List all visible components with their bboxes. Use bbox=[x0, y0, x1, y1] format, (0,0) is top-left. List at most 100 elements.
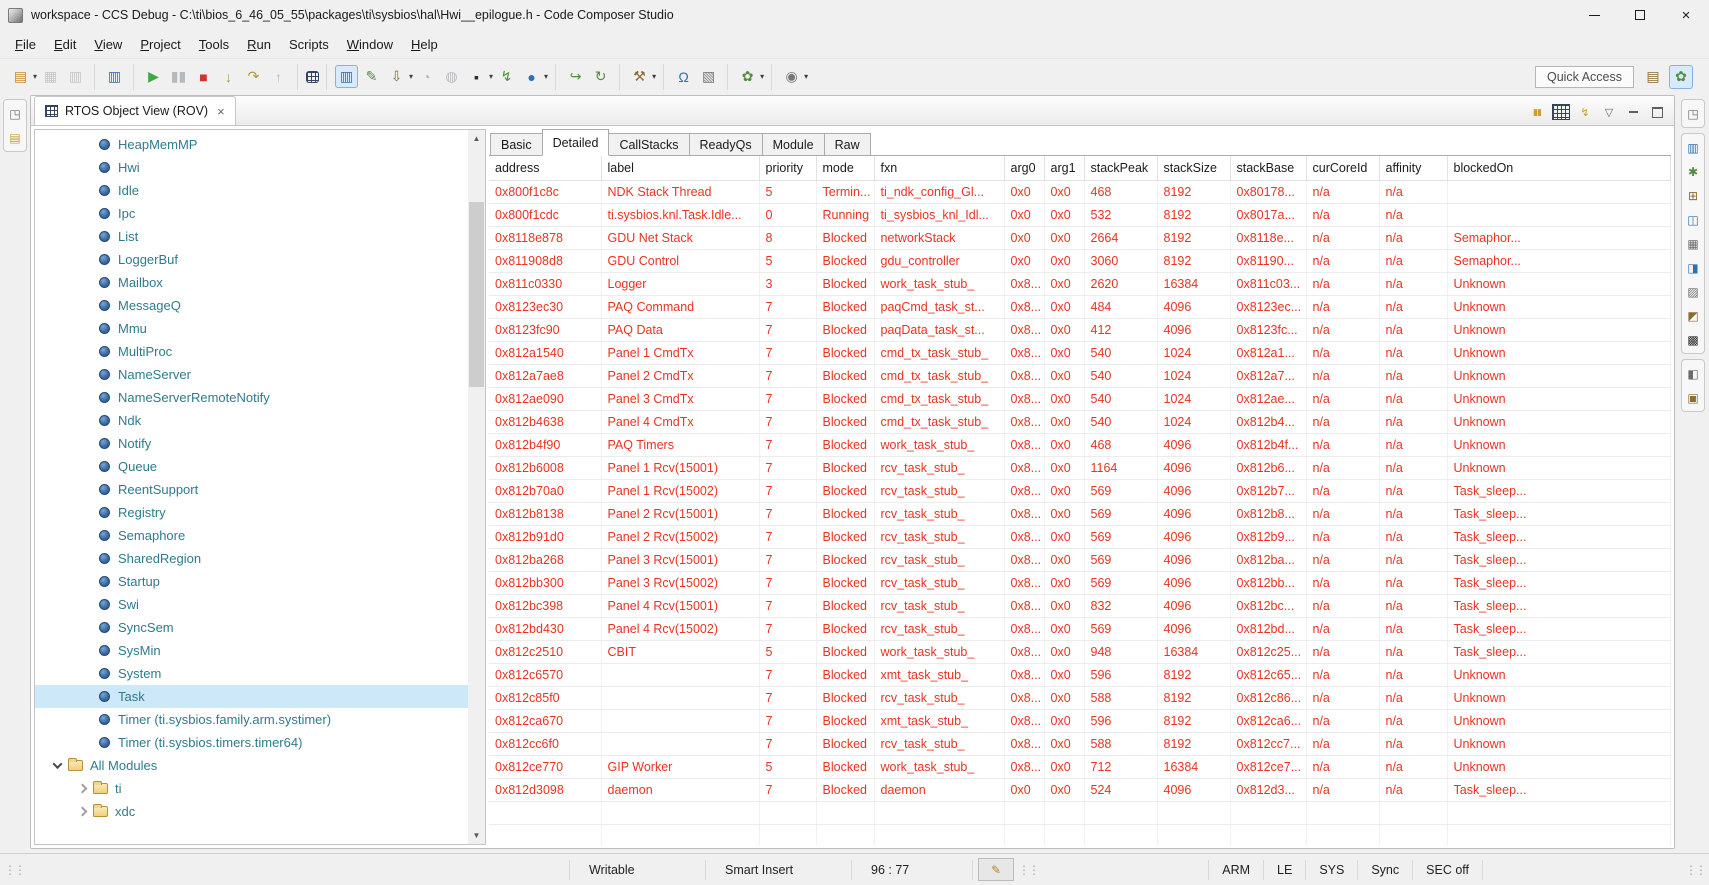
menu-view[interactable]: View bbox=[94, 36, 123, 52]
load-program-button[interactable]: ⇩ ▾ bbox=[385, 65, 413, 88]
menu-file[interactable]: File bbox=[15, 36, 36, 52]
tree-item-sysmin[interactable]: SysMin bbox=[35, 639, 468, 662]
menu-scripts[interactable]: Scripts bbox=[289, 36, 329, 52]
menu-run[interactable]: Run bbox=[247, 36, 272, 52]
expand-chevron-icon[interactable] bbox=[77, 806, 88, 817]
table-row[interactable]: 0x812bd430 Panel 4 Rcv(15002) 7 Blocked rcv_… bbox=[489, 617, 1671, 641]
step-into-button[interactable]: ↓ bbox=[217, 65, 240, 88]
tree-item-startup[interactable]: Startup bbox=[35, 570, 468, 593]
tree-item-idle[interactable]: Idle bbox=[35, 179, 468, 202]
trim-drag-handle[interactable]: ⋮⋮ bbox=[4, 862, 26, 877]
table-row[interactable]: 0x811908d8 GDU Control 5 Blocked gdu_control… bbox=[489, 249, 1671, 273]
core-button[interactable]: ● ▾ bbox=[520, 65, 548, 88]
tree-item-queue[interactable]: Queue bbox=[35, 455, 468, 478]
column-header-curcoreid[interactable]: curCoreId bbox=[1306, 156, 1380, 181]
table-row[interactable]: 0x812b6008 Panel 1 Rcv(15001) 7 Blocked rcv_… bbox=[489, 456, 1671, 480]
dropdown-arrow-icon[interactable]: ▾ bbox=[33, 72, 38, 81]
scroll-up-icon[interactable]: ▲ bbox=[468, 130, 485, 147]
table-row[interactable]: 0x812ba268 Panel 3 Rcv(15001) 7 Blocked rcv_… bbox=[489, 548, 1671, 572]
tree-item-heapmemmp[interactable]: HeapMemMP bbox=[35, 133, 468, 156]
tree-item-task[interactable]: Task bbox=[35, 685, 468, 708]
maximize-button[interactable] bbox=[1617, 0, 1663, 30]
dropdown-arrow-icon[interactable]: ▾ bbox=[409, 72, 414, 81]
tree-item-nameserver[interactable]: NameServer bbox=[35, 363, 468, 386]
pause-updates-icon[interactable]: ▮▮ bbox=[1533, 106, 1542, 117]
table-row[interactable]: 0x812a1540 Panel 1 CmdTx 7 Blocked cmd_tx_ta… bbox=[489, 341, 1671, 365]
table-row[interactable]: 0x8123ec30 PAQ Command 7 Blocked paqCmd_task… bbox=[489, 295, 1671, 319]
status-pencil-icon[interactable]: ✎ bbox=[978, 858, 1014, 881]
memory-browser-view-icon[interactable]: ◨ bbox=[1687, 260, 1699, 275]
open-element-button[interactable]: ▧ bbox=[697, 65, 720, 88]
problems-view-icon[interactable]: ◧ bbox=[1687, 366, 1699, 381]
minimize-view-icon[interactable] bbox=[1624, 104, 1642, 120]
tree-item-ti[interactable]: ti bbox=[35, 777, 468, 800]
table-row[interactable]: 0x812bc398 Panel 4 Rcv(15001) 7 Blocked rcv_… bbox=[489, 594, 1671, 618]
table-row[interactable]: 0x8118e878 GDU Net Stack 8 Blocked networkSt… bbox=[489, 226, 1671, 250]
modules-view-icon[interactable]: ◩ bbox=[1687, 308, 1699, 323]
tree-item-system[interactable]: System bbox=[35, 662, 468, 685]
refresh-view-icon[interactable]: ↯ bbox=[1580, 106, 1590, 119]
scrollbar-thumb[interactable] bbox=[469, 202, 484, 387]
refresh-button[interactable]: ↻ bbox=[589, 65, 612, 88]
menu-window[interactable]: Window bbox=[346, 36, 393, 52]
ccs-debug-perspective-button[interactable]: ✿ bbox=[1669, 64, 1693, 89]
registers-view-icon[interactable]: ▦ bbox=[1687, 236, 1699, 251]
table-row[interactable]: 0x812c2510 CBIT 5 Blocked work_task_stub_ 0x8… bbox=[489, 640, 1671, 664]
terminal-view-icon[interactable]: ▩ bbox=[1687, 332, 1699, 347]
resume-button[interactable]: ▶ bbox=[142, 65, 165, 88]
table-row[interactable]: 0x812c85f0 7 Blocked rcv_task_stub_ 0x8... 0x… bbox=[489, 686, 1671, 710]
column-header-arg1[interactable]: arg1 bbox=[1044, 156, 1085, 181]
tree-item-nameserverremotenotify[interactable]: NameServerRemoteNotify bbox=[35, 386, 468, 409]
trace-button[interactable]: ◍ bbox=[440, 65, 463, 88]
tree-item-registry[interactable]: Registry bbox=[35, 501, 468, 524]
column-header-address[interactable]: address bbox=[489, 156, 602, 181]
tree-item-reentsupport[interactable]: ReentSupport bbox=[35, 478, 468, 501]
ccs-edit-perspective-button[interactable]: ▤ bbox=[1646, 68, 1660, 84]
table-row[interactable]: 0x812c6570 7 Blocked xmt_task_stub_ 0x8... 0x… bbox=[489, 663, 1671, 687]
console-monitor-button[interactable]: ▥ bbox=[103, 65, 126, 88]
search-symbol-button[interactable]: Ω bbox=[672, 65, 695, 88]
tab-detailed[interactable]: Detailed bbox=[541, 129, 610, 156]
expressions-view-icon[interactable]: ⊞ bbox=[1687, 188, 1699, 203]
breakpoints-view-icon[interactable]: ◫ bbox=[1687, 212, 1699, 227]
connect-target-button[interactable]: ↯ bbox=[495, 65, 518, 88]
view-menu-icon[interactable]: ▽ bbox=[1604, 106, 1614, 119]
scrollbar-track[interactable] bbox=[468, 147, 485, 827]
column-header-arg0[interactable]: arg0 bbox=[1004, 156, 1045, 181]
tab-readyqs[interactable]: ReadyQs bbox=[688, 133, 763, 156]
quick-access-button[interactable]: Quick Access bbox=[1534, 65, 1634, 88]
dropdown-arrow-icon[interactable]: ▾ bbox=[804, 72, 809, 81]
terminate-button[interactable]: ■ bbox=[192, 65, 215, 88]
table-row[interactable]: 0x812b4638 Panel 4 CmdTx 7 Blocked cmd_tx_ta… bbox=[489, 410, 1671, 434]
trim-drag-handle[interactable]: ⋮⋮ bbox=[1018, 862, 1040, 877]
target-chip-button[interactable]: ▪ ▾ bbox=[465, 65, 493, 88]
registers-grid-button[interactable] bbox=[306, 70, 320, 83]
tree-item-messageq[interactable]: MessageQ bbox=[35, 294, 468, 317]
tab-basic[interactable]: Basic bbox=[490, 133, 543, 156]
runtime-analysis-button[interactable]: ✎ bbox=[360, 65, 383, 88]
column-header-fxn[interactable]: fxn bbox=[874, 156, 1005, 181]
tree-item-ipc[interactable]: Ipc bbox=[35, 202, 468, 225]
menu-edit[interactable]: Edit bbox=[53, 36, 77, 52]
table-row[interactable]: 0x812ce770 GIP Worker 5 Blocked work_task_st… bbox=[489, 755, 1671, 779]
minimize-button[interactable] bbox=[1571, 0, 1617, 30]
tree-item-notify[interactable]: Notify bbox=[35, 432, 468, 455]
column-header-stackpeak[interactable]: stackPeak bbox=[1084, 156, 1158, 181]
table-row[interactable]: 0x812a7ae8 Panel 2 CmdTx 7 Blocked cmd_tx_ta… bbox=[489, 364, 1671, 388]
column-header-stacksize[interactable]: stackSize bbox=[1157, 156, 1231, 181]
table-row[interactable]: 0x800f1cdc ti.sysbios.knl.Task.Idle... 0 Ru… bbox=[489, 203, 1671, 227]
dropdown-arrow-icon[interactable]: ▾ bbox=[489, 72, 494, 81]
save-button[interactable]: ▦ bbox=[39, 65, 62, 88]
column-header-label[interactable]: label bbox=[601, 156, 760, 181]
tree-scrollbar[interactable]: ▲ ▼ bbox=[468, 130, 485, 844]
tab-raw[interactable]: Raw bbox=[823, 133, 871, 156]
trim-drag-handle[interactable]: ⋮⋮ bbox=[1685, 862, 1707, 877]
tree-item-mmu[interactable]: Mmu bbox=[35, 317, 468, 340]
tree-item-all-modules[interactable]: All Modules bbox=[35, 754, 468, 777]
table-row[interactable]: 0x812b4f90 PAQ Timers 7 Blocked work_task_st… bbox=[489, 433, 1671, 457]
pin-button[interactable]: ◉ ▾ bbox=[780, 65, 808, 88]
dropdown-arrow-icon[interactable]: ▾ bbox=[652, 72, 657, 81]
profile-clock-button[interactable]: ◔ bbox=[415, 65, 438, 88]
tree-item-list[interactable]: List bbox=[35, 225, 468, 248]
table-row[interactable]: 0x812b8138 Panel 2 Rcv(15001) 7 Blocked rcv_… bbox=[489, 502, 1671, 526]
